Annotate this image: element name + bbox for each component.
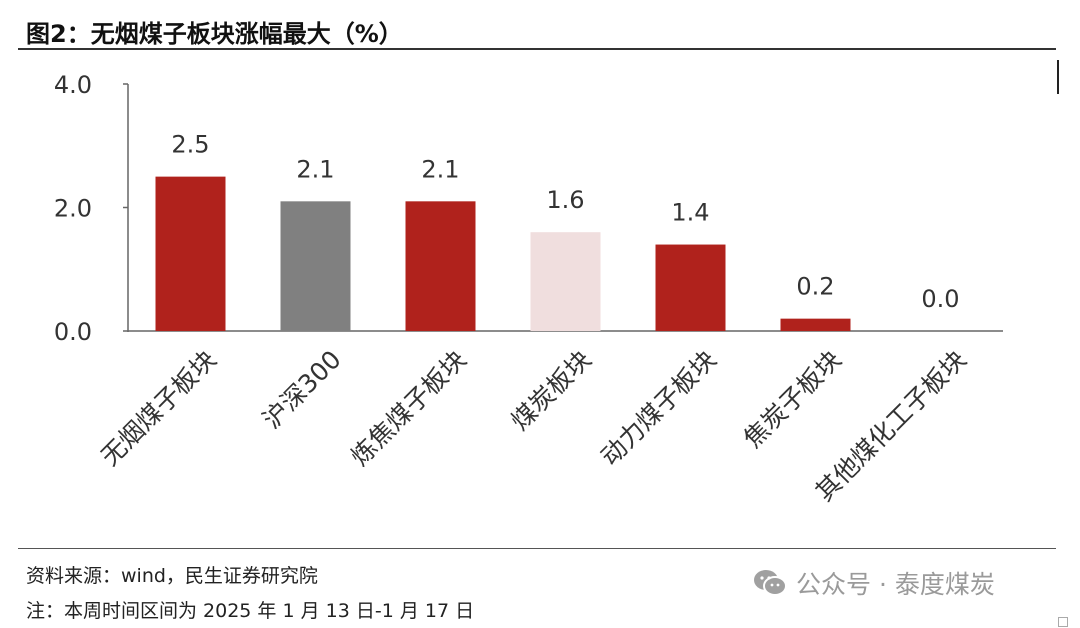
x-tick-label: 煤炭板块 (506, 345, 597, 436)
footer-divider (18, 548, 1056, 549)
chart-title: 图2：无烟煤子板块涨幅最大（%） (26, 20, 403, 48)
y-tick-label: 0.0 (54, 318, 92, 346)
watermark: 公众号 · 泰度煤炭 (752, 566, 995, 600)
data-label: 2.1 (296, 155, 334, 183)
bar (405, 201, 476, 331)
x-tick-label: 动力煤子板块 (595, 345, 722, 472)
x-tick-label: 炼焦煤子板块 (345, 345, 472, 472)
title-divider (18, 48, 1056, 50)
bar-chart: 0.0 2.0 4.0 2.5 2.1 2.1 1.6 1.4 0.2 0.0 无烟煤子板块 沪深… (54, 71, 1003, 507)
x-tick-label: 焦炭子板块 (738, 345, 847, 454)
y-axis-ticks: 0.0 2.0 4.0 (54, 71, 128, 346)
data-label: 0.2 (796, 273, 834, 301)
corner-marker (1058, 617, 1068, 627)
y-tick-label: 2.0 (54, 195, 92, 223)
watermark-text: 公众号 · 泰度煤炭 (796, 570, 995, 599)
bar (155, 176, 226, 331)
bar (530, 232, 601, 331)
data-label: 1.6 (546, 186, 584, 214)
data-label: 2.5 (171, 131, 209, 159)
edge-marker (1057, 60, 1059, 94)
x-tick-label: 沪深300 (257, 345, 347, 435)
y-tick-label: 4.0 (54, 71, 92, 99)
data-labels: 2.5 2.1 2.1 1.6 1.4 0.2 0.0 (171, 131, 959, 313)
data-label: 1.4 (671, 199, 709, 227)
x-tick-label: 无烟煤子板块 (95, 345, 222, 472)
data-label: 2.1 (421, 155, 459, 183)
bar (655, 244, 726, 331)
data-label: 0.0 (921, 285, 959, 313)
wechat-icon (754, 570, 787, 596)
bar-series (155, 176, 851, 331)
bar (780, 318, 851, 331)
note-text: 注：本周时间区间为 2025 年 1 月 13 日-1 月 17 日 (26, 600, 475, 622)
bar (280, 201, 351, 331)
source-text: 资料来源：wind，民生证券研究院 (26, 565, 318, 587)
